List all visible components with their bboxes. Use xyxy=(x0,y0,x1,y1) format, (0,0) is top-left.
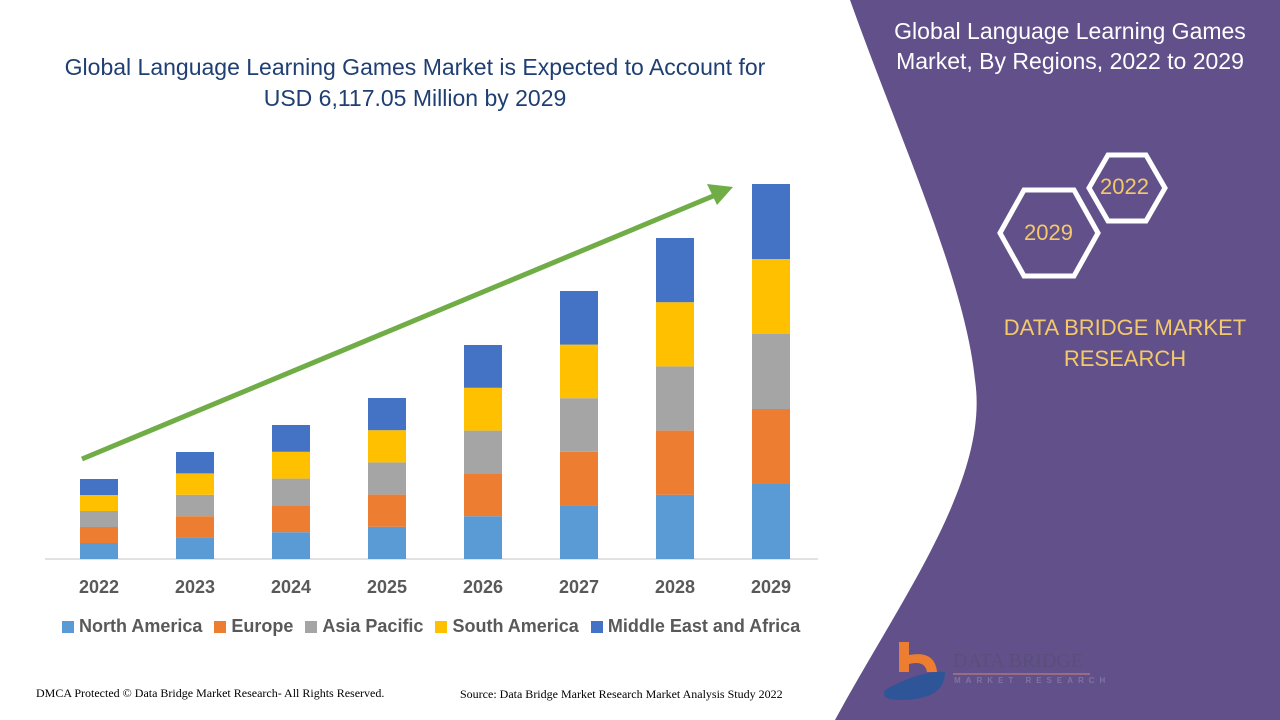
bar-segment-2023-3 xyxy=(176,473,214,495)
bar-segment-2026-0 xyxy=(464,516,502,559)
x-tick-label: 2026 xyxy=(463,577,503,597)
source: Source: Data Bridge Market Research Mark… xyxy=(460,687,783,701)
x-tick-label: 2029 xyxy=(751,577,791,597)
bar-segment-2023-2 xyxy=(176,494,214,517)
bar-segment-2028-0 xyxy=(656,494,694,559)
legend-swatch xyxy=(62,620,74,633)
bar-segment-2027-0 xyxy=(560,505,598,559)
x-tick-label: 2025 xyxy=(367,577,407,597)
bar-segment-2026-2 xyxy=(464,430,502,474)
bar-segment-2023-1 xyxy=(176,516,214,538)
bar-segment-2023-4 xyxy=(176,452,214,474)
bar-segment-2025-3 xyxy=(368,430,406,463)
legend-label: South America xyxy=(452,616,579,636)
bar-segment-2028-3 xyxy=(656,302,694,367)
bar-segment-2029-4 xyxy=(752,184,790,259)
legend-swatch xyxy=(435,620,448,633)
legend-swatch xyxy=(214,620,227,633)
bar-segment-2026-4 xyxy=(464,345,502,388)
x-tick-label: 2023 xyxy=(175,577,215,597)
legend-swatch xyxy=(590,620,603,633)
bar-segment-2026-1 xyxy=(464,473,502,517)
trend-arrow-line xyxy=(81,191,719,462)
brand-text: DATA BRIDGE MARKET RESEARCH xyxy=(1003,315,1247,371)
trend-arrow-head xyxy=(707,184,733,205)
panel-title: Global Language Learning Games Market, B… xyxy=(894,18,1246,74)
legend-item: Asia Pacific xyxy=(305,616,423,637)
bar-segment-2025-1 xyxy=(368,494,406,527)
bar-segment-2028-1 xyxy=(656,430,694,495)
hexagon-2029 xyxy=(997,187,1101,279)
logo-sub: MARKET RESEARCH xyxy=(954,676,1111,685)
legend-item: South America xyxy=(435,616,579,637)
bar-segment-2023-0 xyxy=(176,537,214,559)
bar-segment-2029-2 xyxy=(752,334,790,409)
bar-segment-2029-3 xyxy=(752,259,790,334)
bar-segment-2026-3 xyxy=(464,387,502,431)
bar-segment-2028-2 xyxy=(656,366,694,431)
legend-label: Asia Pacific xyxy=(322,616,424,636)
bar-segment-2022-2 xyxy=(80,511,118,527)
logo-name: DATA BRIDGE xyxy=(953,650,1084,672)
chart-title: Global Language Learning Games Market is… xyxy=(64,54,766,111)
bar-segment-2024-2 xyxy=(272,478,310,506)
legend-item: North America xyxy=(62,616,202,637)
x-tick-label: 2022 xyxy=(79,577,119,597)
bar-segment-2022-4 xyxy=(80,479,118,495)
bar-segment-2027-1 xyxy=(560,451,598,506)
bar-segment-2022-0 xyxy=(80,543,118,559)
legend-item: Europe xyxy=(214,616,293,637)
bar-segment-2025-2 xyxy=(368,462,406,495)
copyright: DMCA Protected © Data Bridge Market Rese… xyxy=(36,686,385,700)
bar-segment-2025-0 xyxy=(368,526,406,559)
bar-segment-2024-4 xyxy=(272,425,310,452)
logo-icon xyxy=(884,642,945,700)
bar-segment-2029-1 xyxy=(752,409,790,484)
bar-segment-2024-1 xyxy=(272,505,310,533)
legend-item: Middle East and Africa xyxy=(590,616,801,637)
legend: North America Europe Asia Pacific South Ame… xyxy=(62,616,800,637)
legend-label: Europe xyxy=(231,616,294,636)
legend-label: North America xyxy=(79,616,203,636)
chart: 2022 2023 2024 2025 2026 2027 2028 2029 xyxy=(45,184,818,597)
purple-panel xyxy=(835,0,1280,720)
legend-label: Middle East and Africa xyxy=(607,616,801,636)
bar-segment-2022-1 xyxy=(80,527,118,543)
bar-segment-2024-3 xyxy=(272,451,310,479)
bar-segment-2029-0 xyxy=(752,484,790,559)
bar-segment-2025-4 xyxy=(368,398,406,431)
bar-segment-2027-3 xyxy=(560,344,598,399)
hexagon-2022 xyxy=(1086,152,1168,224)
bar-segment-2024-0 xyxy=(272,532,310,559)
bar-segment-2022-3 xyxy=(80,495,118,511)
legend-swatch xyxy=(305,620,318,633)
x-tick-label: 2024 xyxy=(271,577,311,597)
x-tick-label: 2028 xyxy=(655,577,695,597)
bar-segment-2027-2 xyxy=(560,398,598,452)
bar-segment-2028-4 xyxy=(656,238,694,303)
hex-label-2029: 2029 xyxy=(1024,220,1073,245)
hex-label-2022: 2022 xyxy=(1100,174,1149,199)
x-tick-label: 2027 xyxy=(559,577,599,597)
bar-segment-2027-4 xyxy=(560,291,598,345)
